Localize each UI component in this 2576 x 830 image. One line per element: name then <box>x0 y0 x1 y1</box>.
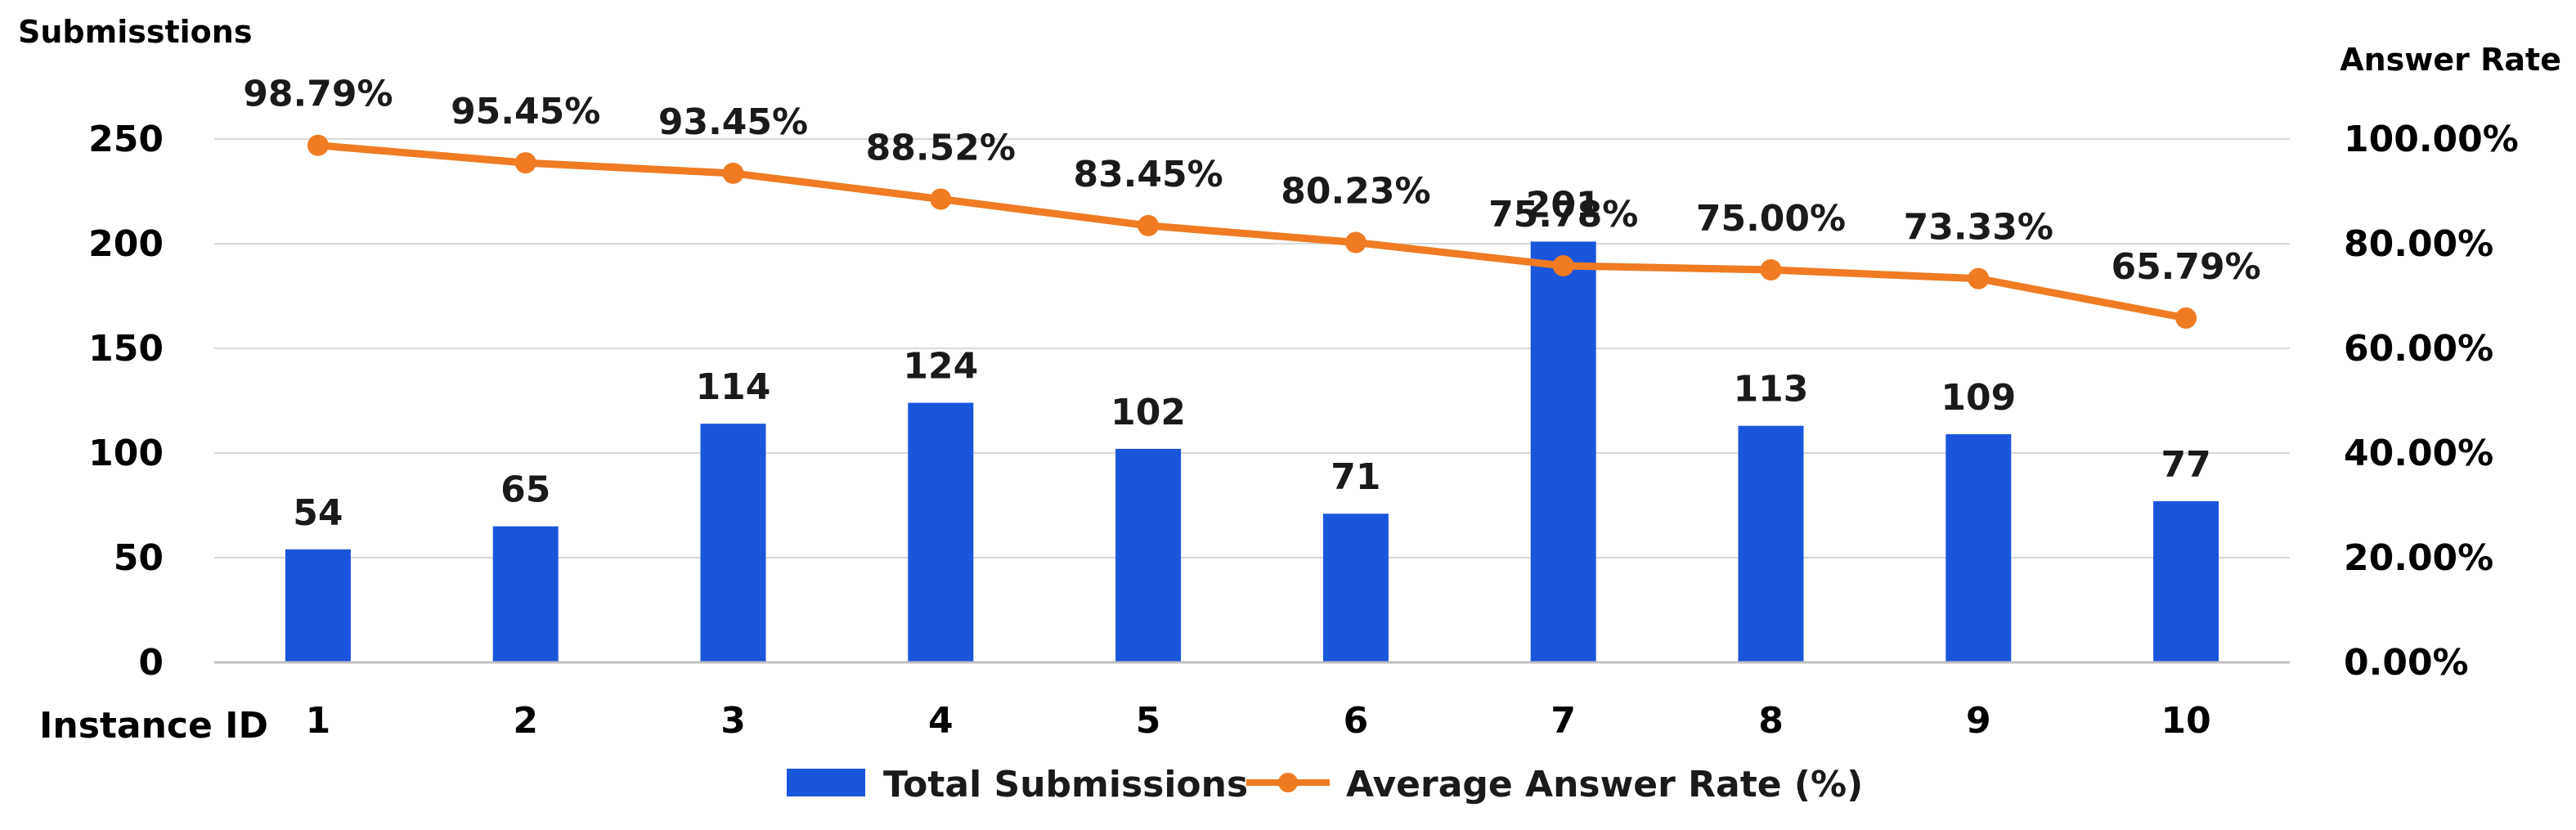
line-value-label: 75.00% <box>1696 198 1846 240</box>
y-tick-label: 100 <box>88 433 164 474</box>
gridlines <box>214 138 2290 559</box>
bar-value-label: 77 <box>2161 444 2210 486</box>
legend: Total Submissions Average Answer Rate (%… <box>787 764 1863 805</box>
bar-value-label: 102 <box>1111 392 1186 433</box>
bar-value-label: 65 <box>500 469 550 511</box>
y2-tick-label: 80.00% <box>2344 223 2493 265</box>
bar-value-label: 124 <box>903 346 978 388</box>
line-point <box>1552 255 1574 277</box>
line-point <box>722 162 744 184</box>
y2-tick-label: 0.00% <box>2344 642 2469 684</box>
line-point <box>1968 267 1990 289</box>
y-tick-label: 250 <box>88 119 164 160</box>
legend-swatch-bar <box>787 769 865 796</box>
bar-value-label: 114 <box>696 366 771 408</box>
line-series <box>307 134 2197 329</box>
left-axis-title: Submisstions <box>18 14 252 50</box>
legend-swatch-marker <box>1278 773 1298 792</box>
x-tick-label: 9 <box>1966 700 1991 742</box>
legend-label-line: Average Answer Rate (%) <box>1346 764 1863 805</box>
bar <box>1530 241 1596 662</box>
data-labels: 54 65 114 124 102 71 201 113 109 77 98.79% 95.45% 93… <box>243 74 2260 534</box>
right-axis-title: Answer Rate <box>2340 42 2561 78</box>
line-point <box>1760 259 1782 280</box>
line-value-label: 73.33% <box>1904 207 2053 249</box>
bar <box>492 526 559 662</box>
bar-value-label: 113 <box>1734 369 1809 411</box>
line-value-label: 88.52% <box>866 127 1016 168</box>
line-value-label: 93.45% <box>658 101 808 143</box>
bar <box>700 424 766 662</box>
bar <box>1738 425 1804 662</box>
bar <box>1322 514 1389 662</box>
x-tick-label: 6 <box>1344 700 1369 742</box>
x-tick-label: 10 <box>2161 700 2210 742</box>
line-value-label: 83.45% <box>1073 154 1223 195</box>
axes: 0 50 100 150 200 250 0.00% 20.00% 40.00% 60.00% 80… <box>88 119 2519 742</box>
bar <box>908 402 974 662</box>
x-tick-label: 7 <box>1551 700 1576 742</box>
line-point <box>1344 231 1367 253</box>
legend-label-bar: Total Submissions <box>883 764 1248 805</box>
x-axis-title: Instance ID <box>39 705 268 747</box>
bar-value-label: 54 <box>293 492 343 534</box>
x-tick-label: 5 <box>1136 700 1161 742</box>
line-point <box>2175 307 2197 329</box>
bar <box>2153 500 2219 662</box>
bar <box>285 549 351 662</box>
line-value-label: 95.45% <box>451 91 600 132</box>
line-value-label: 98.79% <box>243 74 393 115</box>
y-tick-label: 0 <box>138 642 164 684</box>
bar-value-label: 109 <box>1941 377 2016 419</box>
x-tick-label: 3 <box>720 700 746 742</box>
bar <box>1115 448 1182 662</box>
y2-tick-label: 100.00% <box>2344 119 2519 160</box>
line-point <box>307 134 329 156</box>
line-value-label: 80.23% <box>1281 171 1430 213</box>
line-value-label: 65.79% <box>2111 246 2260 288</box>
line-point <box>1138 214 1160 236</box>
line-value-label: 75.78% <box>1488 194 1638 236</box>
x-tick-label: 4 <box>928 700 954 742</box>
x-tick-label: 8 <box>1758 700 1784 742</box>
y2-tick-label: 40.00% <box>2344 433 2493 474</box>
bar-series <box>285 241 2219 662</box>
bar-value-label: 71 <box>1331 456 1380 498</box>
y2-tick-label: 60.00% <box>2344 328 2493 370</box>
bar-value-label: 201 <box>1526 184 1601 226</box>
x-tick-label: 2 <box>513 700 538 742</box>
y-tick-label: 150 <box>88 328 164 370</box>
x-tick-label: 1 <box>306 700 331 742</box>
y2-tick-label: 20.00% <box>2344 537 2493 579</box>
answer-rate-line <box>314 141 2190 322</box>
bar <box>1945 433 2012 662</box>
line-point <box>514 152 536 174</box>
y-tick-label: 200 <box>88 223 164 265</box>
line-point <box>930 188 952 210</box>
y-tick-label: 50 <box>114 537 164 579</box>
